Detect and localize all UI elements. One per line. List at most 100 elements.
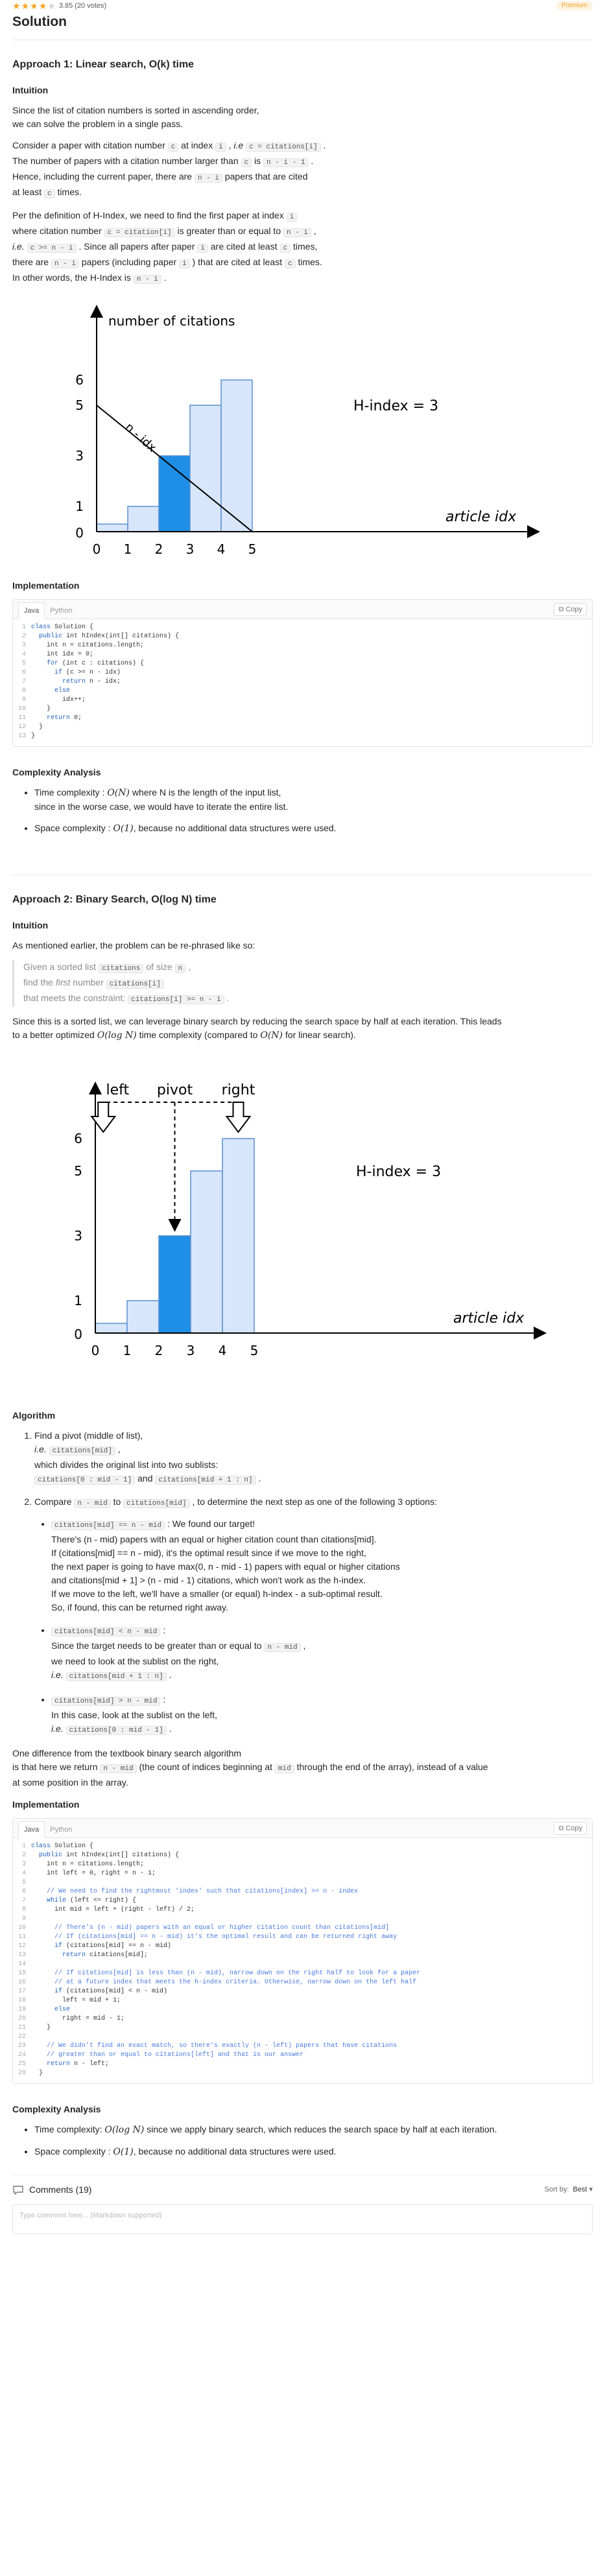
- option-less: citations[mid] < n - mid : Since the tar…: [51, 1624, 593, 1684]
- code-line: // There's (n - mid) papers with an equa…: [31, 1924, 390, 1932]
- y-tick-label: 6: [74, 1131, 82, 1146]
- code-line: else: [54, 2006, 71, 2013]
- x-tick-label: 2: [155, 1343, 163, 1358]
- code-line: return n - idx;: [62, 678, 121, 685]
- code-line: int idx = 0;: [31, 651, 94, 658]
- approach1-implementation-heading: Implementation: [12, 580, 80, 591]
- h-index-label: H-index = 3: [356, 1164, 441, 1180]
- approach1-intuition-p3: Per the definition of H-Index, we need t…: [12, 210, 322, 284]
- code-line: [31, 1878, 592, 1887]
- line-numbers: 1 2 3 4 5 6 7 8 9 10 11 12 13 14 15 16 17 18 19 20 21 22 23 24 2…: [13, 1842, 31, 2078]
- code-line: left = mid + 1;: [31, 1997, 121, 2004]
- y-tick-label: 1: [74, 1293, 82, 1308]
- line-number: 21: [18, 2024, 26, 2031]
- bar-3: [190, 1170, 223, 1334]
- bar-4: [222, 1138, 255, 1334]
- tab-python[interactable]: Python: [50, 607, 73, 615]
- star-icon[interactable]: ★: [21, 1, 30, 11]
- line-numbers: 1 2 3 4 5 6 7 8 9 10 11 12 13: [13, 623, 31, 741]
- right-pointer-arrow: [225, 1102, 252, 1133]
- tab-java[interactable]: Java: [18, 1821, 45, 1838]
- tab-java[interactable]: Java: [18, 602, 45, 619]
- space-complexity-item: Space complexity : O(1), because no addi…: [34, 2145, 593, 2159]
- code-tabs: Java Python ⧉ Copy: [13, 600, 592, 619]
- line-number: 3: [21, 642, 26, 649]
- star-icon[interactable]: ★: [30, 1, 38, 11]
- code-line: [31, 1960, 592, 1969]
- line-number: 14: [18, 1961, 26, 1968]
- approach2-complexity-heading: Complexity Analysis: [12, 2104, 101, 2114]
- pivot-label: pivot: [157, 1082, 193, 1098]
- code-lines[interactable]: class Solution { public int hIndex(int[]…: [31, 1842, 592, 2078]
- line-number: 24: [18, 2051, 26, 2059]
- comment-icon: [13, 2185, 23, 2195]
- approach2-intuition-heading: Intuition: [12, 920, 49, 930]
- line-number: 18: [18, 1997, 26, 2004]
- code-line: int left = 0, right = n - 1;: [31, 1870, 156, 1877]
- hindex-figure-linear: 0 1 2 3 4 5 0 1 3 5 6 number of citations article id…: [12, 294, 593, 567]
- right-label: right: [222, 1082, 255, 1098]
- copy-button[interactable]: ⧉ Copy: [554, 1822, 587, 1835]
- bar-3: [189, 405, 222, 532]
- y-tick-label: 0: [74, 1327, 82, 1342]
- code-line: int n = citations.length;: [31, 1861, 145, 1868]
- x-axis-label: article idx: [453, 1310, 525, 1327]
- comments-count: Comments (19): [29, 2184, 92, 2195]
- time-complexity-item: Time complexity : O(N) where N is the le…: [34, 786, 593, 814]
- code-line: }: [31, 724, 43, 731]
- line-number: 3: [21, 1861, 26, 1868]
- code-line: for (int c : citations) {: [47, 660, 145, 667]
- hindex-figure-binary: 0 1 2 3 4 5 0 1 3 5 6 article idx H-index = 3 left piv…: [12, 1050, 593, 1400]
- line-number: 10: [18, 1924, 26, 1932]
- star-icon[interactable]: ★: [38, 1, 47, 11]
- code-line: if (c >= n - idx): [54, 669, 121, 676]
- comment-input[interactable]: Type comment here... (Markdown supported…: [12, 2204, 593, 2234]
- binary-search-difference: One difference from the textbook binary …: [12, 1748, 488, 1788]
- y-tick-label: 0: [75, 525, 84, 541]
- line-number: 1: [21, 624, 26, 631]
- rating-stars[interactable]: ★ ★ ★ ★ ★ 3.85 (20 votes): [12, 0, 106, 13]
- line-number: 22: [18, 2033, 26, 2040]
- x-tick-label: 3: [187, 1343, 195, 1358]
- line-number: 6: [21, 1888, 26, 1895]
- chevron-down-icon: ▾: [589, 2186, 593, 2193]
- code-line: if (citations[mid] == n - mid): [54, 1943, 172, 1950]
- hindex-chart-binary: 0 1 2 3 4 5 0 1 3 5 6 article idx H-index = 3 left piv…: [74, 1081, 547, 1358]
- comments-header: Comments (19) Sort by: Best ▾: [12, 2175, 593, 2197]
- line-number: 17: [18, 1988, 26, 1995]
- option-greater: citations[mid] > n - mid : In this case,…: [51, 1693, 593, 1738]
- y-tick-label: 1: [75, 499, 84, 514]
- line-number: 13: [18, 733, 26, 740]
- line-number: 1: [21, 1843, 26, 1850]
- algorithm-heading: Algorithm: [12, 1410, 56, 1421]
- line-number: 26: [18, 2070, 26, 2077]
- line-number: 15: [18, 1970, 26, 1977]
- line-number: 13: [18, 1952, 26, 1959]
- code-line: // We didn't find an exact match, so the…: [31, 2042, 397, 2050]
- star-icon[interactable]: ★: [12, 1, 21, 11]
- x-tick-label: 3: [186, 541, 195, 557]
- code-line: idx++;: [31, 696, 86, 703]
- line-number: 10: [18, 705, 26, 713]
- line-number: 12: [18, 724, 26, 731]
- code-line: class Solution {: [31, 624, 94, 631]
- page-title: Solution: [12, 14, 67, 29]
- approach1-complexity-heading: Complexity Analysis: [12, 767, 101, 777]
- code-line: int mid = left + (right - left) / 2;: [31, 1906, 195, 1913]
- code-line: // If (citations[mid] == n - mid) it's t…: [31, 1933, 397, 1941]
- sort-control[interactable]: Sort by: Best ▾: [544, 2186, 593, 2193]
- line-number: 9: [21, 696, 26, 703]
- code-lines[interactable]: class Solution { public int hIndex(int[]…: [31, 623, 592, 741]
- copy-button[interactable]: ⧉ Copy: [554, 603, 587, 616]
- star-empty-icon[interactable]: ★: [47, 1, 56, 11]
- code-line: // We need to find the rightmost 'index'…: [31, 1888, 359, 1895]
- y-tick-label: 5: [74, 1163, 82, 1179]
- option-equal: citations[mid] == n - mid : We found our…: [51, 1517, 593, 1614]
- tab-python[interactable]: Python: [50, 1826, 73, 1834]
- h-index-label: H-index = 3: [353, 398, 438, 414]
- bar-1: [127, 506, 160, 532]
- approach1-intuition-heading: Intuition: [12, 85, 49, 95]
- y-tick-label: 6: [75, 372, 84, 388]
- y-tick-label: 3: [74, 1228, 82, 1244]
- algorithm-step-1: Find a pivot (middle of list), i.e. cita…: [34, 1429, 593, 1487]
